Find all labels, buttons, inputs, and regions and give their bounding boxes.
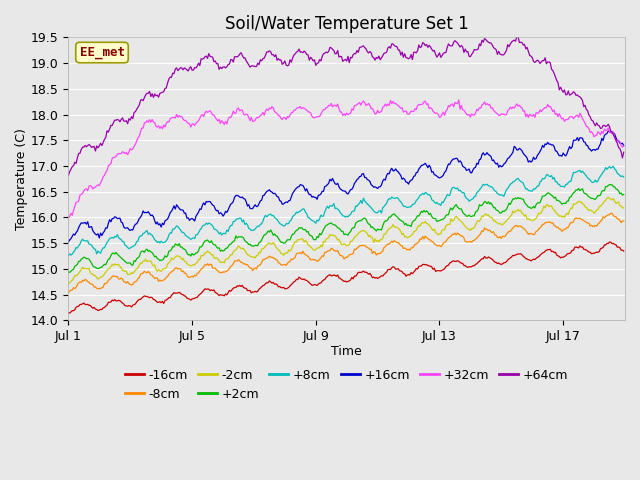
-16cm — [505, 256, 513, 262]
Line: +64cm: +64cm — [68, 36, 624, 175]
+8cm — [492, 189, 500, 194]
+64cm — [107, 122, 115, 128]
+2cm — [505, 200, 513, 206]
+16cm — [387, 167, 394, 173]
+2cm — [451, 203, 459, 209]
-16cm — [451, 259, 459, 264]
+8cm — [65, 253, 72, 259]
-8cm — [620, 218, 628, 224]
+32cm — [65, 215, 72, 221]
+32cm — [387, 97, 394, 103]
+64cm — [504, 42, 511, 48]
Line: -8cm: -8cm — [68, 213, 624, 292]
-2cm — [65, 281, 72, 287]
-8cm — [107, 276, 115, 281]
+64cm — [65, 172, 72, 178]
+8cm — [573, 168, 581, 174]
+8cm — [504, 185, 511, 191]
+16cm — [504, 156, 511, 161]
+64cm — [450, 39, 458, 45]
-8cm — [607, 210, 614, 216]
+16cm — [450, 156, 458, 162]
-2cm — [492, 219, 500, 225]
+16cm — [65, 239, 72, 245]
-8cm — [387, 240, 394, 245]
-16cm — [65, 310, 72, 316]
+64cm — [575, 93, 582, 99]
+2cm — [620, 192, 628, 197]
+8cm — [107, 235, 115, 241]
Legend: -16cm, -8cm, -2cm, +2cm, +8cm, +16cm, +32cm, +64cm: -16cm, -8cm, -2cm, +2cm, +8cm, +16cm, +3… — [120, 363, 573, 406]
-16cm — [108, 297, 116, 303]
-8cm — [65, 289, 72, 295]
-8cm — [504, 230, 511, 236]
+32cm — [575, 115, 582, 120]
-2cm — [504, 216, 511, 222]
+8cm — [609, 163, 617, 169]
+32cm — [455, 97, 463, 103]
+8cm — [387, 196, 394, 202]
-8cm — [492, 232, 500, 238]
Line: +8cm: +8cm — [68, 166, 624, 256]
Line: +16cm: +16cm — [68, 131, 624, 242]
Line: +32cm: +32cm — [68, 100, 624, 218]
+2cm — [108, 251, 116, 256]
+32cm — [620, 143, 628, 149]
Text: EE_met: EE_met — [79, 46, 125, 59]
-16cm — [493, 261, 501, 266]
-2cm — [604, 194, 612, 200]
+64cm — [620, 149, 628, 155]
-2cm — [107, 264, 115, 269]
-8cm — [450, 232, 458, 238]
+32cm — [493, 111, 501, 117]
Line: -16cm: -16cm — [68, 242, 624, 313]
-16cm — [388, 265, 396, 271]
+16cm — [107, 219, 115, 225]
Y-axis label: Temperature (C): Temperature (C) — [15, 128, 28, 230]
-8cm — [573, 216, 581, 222]
X-axis label: Time: Time — [332, 345, 362, 358]
-2cm — [620, 205, 628, 211]
Line: -2cm: -2cm — [68, 197, 624, 284]
-16cm — [66, 310, 74, 316]
+16cm — [620, 143, 628, 149]
-2cm — [573, 200, 581, 205]
+16cm — [573, 135, 581, 141]
-2cm — [450, 217, 458, 223]
+8cm — [450, 184, 458, 190]
+64cm — [492, 47, 500, 53]
+2cm — [493, 207, 501, 213]
-16cm — [605, 239, 613, 245]
+8cm — [620, 174, 628, 180]
+2cm — [65, 269, 72, 275]
+32cm — [450, 104, 458, 109]
+2cm — [575, 186, 582, 192]
-16cm — [575, 245, 582, 251]
+32cm — [505, 107, 513, 112]
Title: Soil/Water Temperature Set 1: Soil/Water Temperature Set 1 — [225, 15, 468, 33]
+2cm — [388, 212, 396, 218]
-2cm — [387, 225, 394, 231]
+2cm — [605, 182, 613, 188]
+16cm — [492, 161, 500, 167]
+16cm — [604, 128, 612, 134]
-16cm — [620, 248, 628, 254]
Line: +2cm: +2cm — [68, 185, 624, 273]
+64cm — [514, 34, 522, 39]
+2cm — [66, 270, 74, 276]
+64cm — [387, 45, 394, 51]
+32cm — [107, 161, 115, 167]
